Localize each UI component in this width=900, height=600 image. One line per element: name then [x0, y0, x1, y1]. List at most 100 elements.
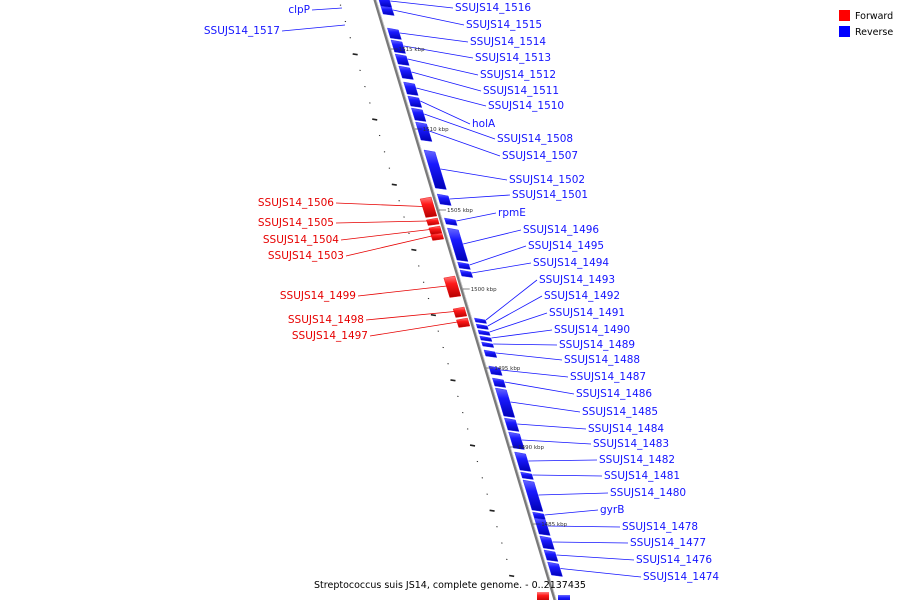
gene-label-ssujs14_1512: SSUJS14_1512: [480, 69, 556, 81]
connector-gyrb: [544, 509, 599, 516]
gene-labels: clpP SSUJS14_1517 SSUJS14_1516 SSUJS14_1515…: [204, 2, 720, 583]
gene-label-ssujs14_1510: SSUJS14_1510: [488, 100, 564, 112]
gene-label-ssujs14_1495: SSUJS14_1495: [528, 240, 604, 252]
legend-forward-swatch: [839, 10, 850, 21]
connector-ssujs14_1495: [469, 245, 527, 266]
gene-feature-ssujs14_1503: [430, 232, 444, 241]
connector-ssujs14_1478: [547, 525, 621, 528]
legend: Forward Reverse: [839, 10, 893, 38]
ruler-ticks: [339, 4, 515, 578]
gene-label-ssujs14_1482: SSUJS14_1482: [599, 454, 675, 466]
gene-feature-ssujs14_1511: [398, 65, 414, 80]
gene-feature-ssujs14_1496: [447, 227, 469, 262]
scale-label: 1485 kbp: [541, 522, 567, 528]
gene-feature-partial-reverse: [558, 595, 570, 600]
connector-ssujs14_1497: [369, 321, 458, 337]
gene-feature-ssujs14_1512: [394, 53, 410, 66]
gene-feature-ssujs14_1483: [508, 431, 525, 450]
ruler-tick: [391, 183, 397, 186]
gene-label-ssujs14_1489: SSUJS14_1489: [559, 339, 635, 351]
scale-label: 1510 kbp: [423, 127, 449, 133]
legend-reverse-swatch: [839, 26, 850, 37]
genome-backbone: [373, 0, 557, 600]
gene-label-ssujs14_1513: SSUJS14_1513: [475, 52, 551, 64]
ruler-tick: [430, 313, 437, 317]
connector-ssujs14_1517: [281, 24, 346, 32]
gene-label-ssujs14_1491: SSUJS14_1491: [549, 307, 625, 319]
connector-ssujs14_1510: [416, 87, 487, 107]
connector-ssujs14_1483: [521, 439, 592, 445]
gene-feature-ssujs14_1477: [539, 535, 555, 550]
connector-ssujs14_1508: [424, 113, 496, 140]
connector-hola: [420, 100, 471, 125]
gene-label-ssujs14_1474: SSUJS14_1474: [643, 571, 719, 583]
gene-feature-ssujs14_1484: [504, 417, 520, 432]
connector-ssujs14_1490: [491, 329, 553, 339]
scale-marks: 1515 kbp 1510 kbp 1505 kbp 1500 kbp 1495 kbp…: [390, 47, 568, 528]
connector-ssujs14_1498: [365, 311, 455, 321]
connector-ssujs14_1474: [560, 568, 642, 578]
gene-feature-ssujs14_1474: [547, 561, 563, 577]
gene-label-ssujs14_1490: SSUJS14_1490: [554, 324, 630, 336]
gene-label-ssujs14_1516: SSUJS14_1516: [455, 2, 531, 14]
connector-ssujs14_1492: [487, 295, 543, 327]
gene-label-ssujs14_1486: SSUJS14_1486: [576, 388, 652, 400]
connector-ssujs14_1504: [340, 229, 430, 241]
connector-ssujs14_1489: [493, 343, 558, 346]
gene-label-ssujs14_1480: SSUJS14_1480: [610, 487, 686, 499]
gene-feature-ssujs14_1478: [534, 517, 551, 536]
connector-ssujs14_1486: [504, 381, 575, 395]
connector-ssujs14_1491: [489, 312, 548, 333]
gene-label-ssujs14_1504: SSUJS14_1504: [263, 234, 339, 246]
connector-ssujs14_1511: [411, 71, 482, 92]
connector-ssujs14_1501: [449, 194, 511, 200]
gene-feature-ssujs14_1515: [380, 5, 395, 16]
connector-ssujs14_1477: [552, 541, 629, 544]
gene-label-ssujs14_1481: SSUJS14_1481: [604, 470, 680, 482]
gene-feature-ssujs14_1498: [452, 306, 468, 318]
gene-feature-ssujs14_1482: [514, 451, 532, 472]
ruler-tick: [469, 444, 476, 447]
ruler-tick: [411, 248, 417, 252]
gene-label-rpme: rpmE: [498, 207, 526, 219]
connector-ssujs14_1476: [556, 554, 635, 561]
gene-label-hola: holA: [472, 118, 496, 130]
gene-label-ssujs14_1477: SSUJS14_1477: [630, 537, 706, 549]
scale-label: 1500 kbp: [471, 287, 497, 293]
gene-feature-ssujs14_1508: [411, 107, 427, 122]
gene-label-ssujs14_1511: SSUJS14_1511: [483, 85, 559, 97]
connector-clpp: [311, 7, 343, 11]
connector-ssujs14_1480: [538, 492, 609, 496]
gene-feature-ssujs14_1502: [423, 149, 447, 190]
connector-ssujs14_1515: [392, 9, 465, 26]
gene-feature-ssujs14_1516: [378, 0, 393, 8]
connector-ssujs14_1506: [335, 202, 423, 207]
gene-feature-ssujs14_1489: [481, 341, 495, 348]
backbone-line: [373, 0, 557, 600]
gene-label-ssujs14_1508: SSUJS14_1508: [497, 133, 573, 145]
gene-label-ssujs14_1499: SSUJS14_1499: [280, 290, 356, 302]
gene-label-ssujs14_1483: SSUJS14_1483: [593, 438, 669, 450]
connector-ssujs14_1484: [517, 423, 587, 430]
gene-label-ssujs14_1501: SSUJS14_1501: [512, 189, 588, 201]
connector-ssujs14_1499: [357, 285, 447, 297]
connector-ssujs14_1482: [528, 459, 598, 462]
scale-label: 1490 kbp: [518, 445, 544, 451]
gene-feature-hola: [407, 95, 423, 108]
gene-label-ssujs14_1494: SSUJS14_1494: [533, 257, 609, 269]
gene-feature-ssujs14_1493: [474, 317, 487, 324]
gene-label-ssujs14_1496: SSUJS14_1496: [523, 224, 599, 236]
gene-feature-ssujs14_1514: [387, 27, 402, 40]
gene-label-ssujs14_1506: SSUJS14_1506: [258, 197, 334, 209]
gene-label-ssujs14_1478: SSUJS14_1478: [622, 521, 698, 533]
connector-rpme: [456, 212, 497, 222]
gene-label-ssujs14_1488: SSUJS14_1488: [564, 354, 640, 366]
connector-ssujs14_1503: [345, 235, 432, 257]
gene-feature-ssujs14_1510: [403, 81, 419, 96]
connector-ssujs14_1507: [429, 130, 501, 157]
gene-feature-ssujs14_1495: [457, 261, 471, 270]
gene-feature-ssujs14_1481: [520, 471, 534, 480]
connector-ssujs14_1487: [500, 369, 569, 378]
map-caption: Streptococcus suis JS14, complete genome…: [314, 580, 586, 591]
